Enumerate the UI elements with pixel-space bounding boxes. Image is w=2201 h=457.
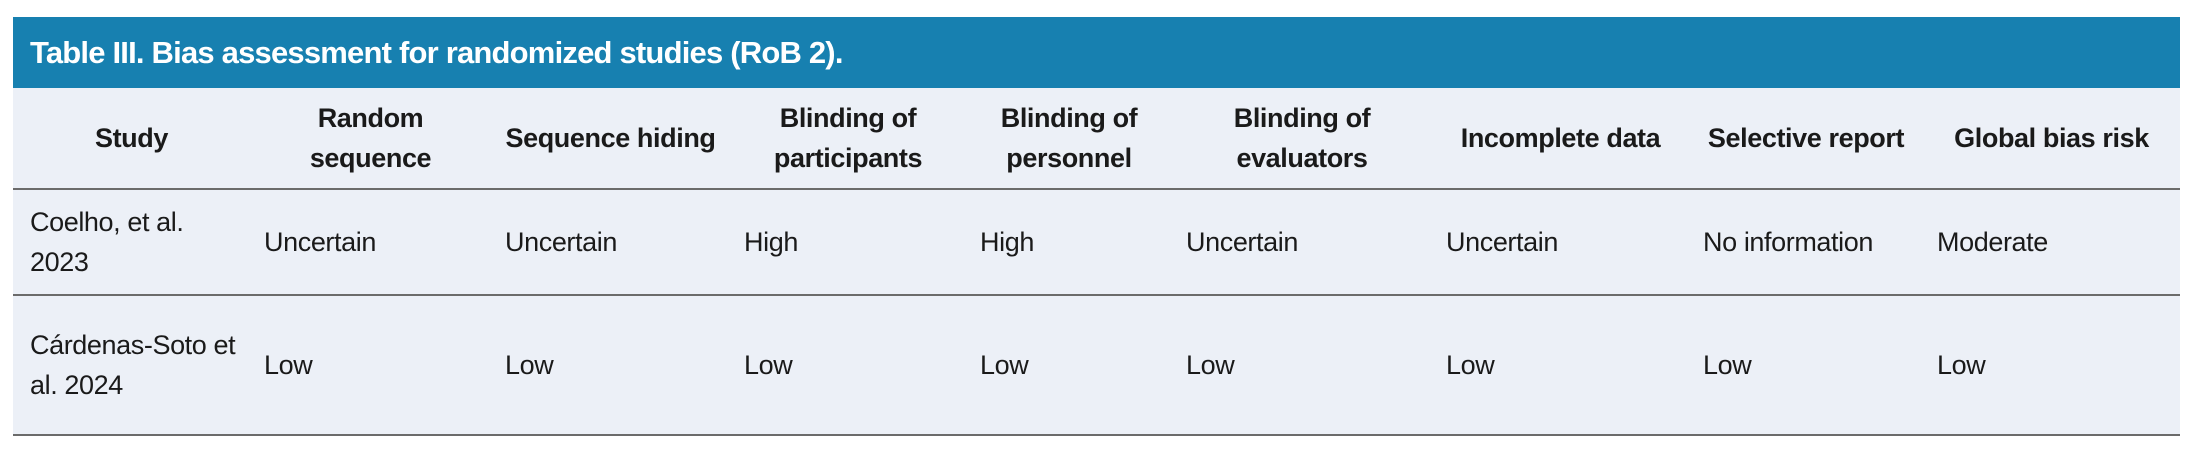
bias-table-container: Table III. Bias assessment for randomize…	[13, 17, 2180, 436]
table-cell: High	[744, 227, 798, 257]
table-row: Coelho, et al. 2023 Uncertain Uncertain …	[13, 189, 2180, 295]
table-cell: Low	[505, 350, 554, 380]
table-cell: Uncertain	[1186, 227, 1298, 257]
table-cell: No information	[1703, 227, 1873, 257]
table-cell: Low	[1703, 350, 1752, 380]
table-cell: High	[980, 227, 1034, 257]
table-row: Cárdenas-Soto et al. 2024 Low Low Low Lo…	[13, 295, 2180, 435]
table-cell: Low	[1446, 350, 1495, 380]
table-cell: Uncertain	[264, 227, 376, 257]
table-cell: Low	[1937, 350, 1986, 380]
column-header: Sequence hiding	[505, 123, 716, 153]
column-header: Global bias risk	[1954, 123, 2149, 153]
table-header-row: Study Random sequence Sequence hiding Bl…	[13, 88, 2180, 189]
table-cell: Low	[264, 350, 313, 380]
column-header: Selective report	[1707, 123, 1905, 153]
table-cell: Low	[980, 350, 1029, 380]
table-cell: Uncertain	[505, 227, 617, 257]
table-cell-study: Cárdenas-Soto et al. 2024	[30, 330, 236, 400]
bias-table: Study Random sequence Sequence hiding Bl…	[13, 88, 2180, 436]
column-header: Blinding of participants	[773, 103, 923, 173]
table-title: Table III. Bias assessment for randomize…	[30, 34, 843, 70]
column-header: Blinding of evaluators	[1233, 103, 1371, 173]
column-header: Random sequence	[309, 103, 432, 173]
column-header: Study	[94, 123, 168, 153]
table-cell: Low	[1186, 350, 1235, 380]
column-header: Incomplete data	[1460, 123, 1661, 153]
table-cell: Moderate	[1937, 227, 2048, 257]
table-cell: Low	[744, 350, 793, 380]
table-cell-study: Coelho, et al. 2023	[30, 207, 184, 277]
table-cell: Uncertain	[1446, 227, 1558, 257]
table-title-bar: Table III. Bias assessment for randomize…	[13, 17, 2180, 88]
column-header: Blinding of personnel	[1000, 103, 1138, 173]
